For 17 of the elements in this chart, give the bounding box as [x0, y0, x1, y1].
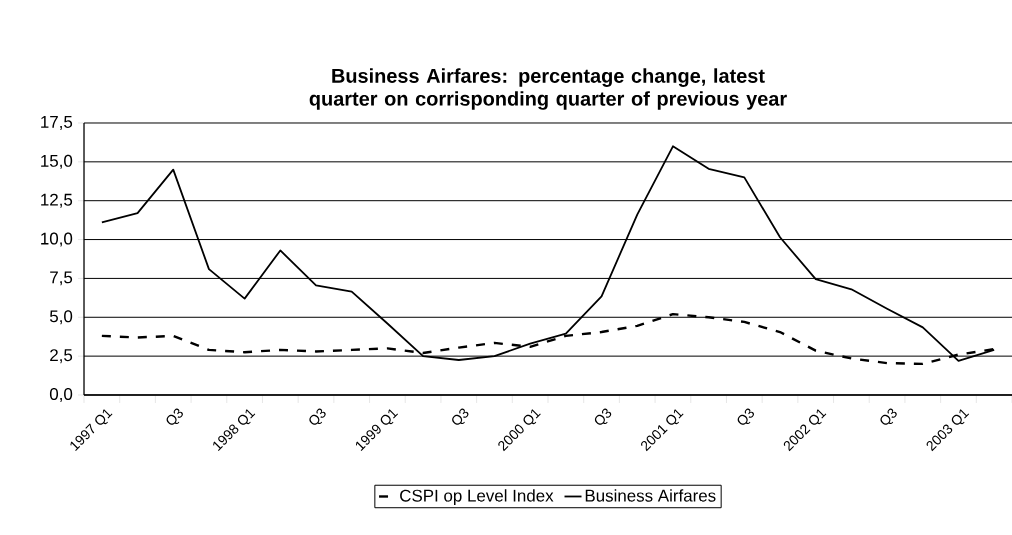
- x-tick-label: Q3: [880, 408, 897, 425]
- y-tick-label: 10,0: [41, 232, 73, 247]
- y-tick-label: 5,0: [49, 310, 73, 325]
- x-tick-label: Q3: [452, 408, 469, 425]
- x-tick-label: Q3: [737, 408, 754, 425]
- legend-label: CSPI op Level Index: [400, 489, 554, 506]
- chart-title: Business Airfares: percentage change, latest quarter on corrisponding quarter of previous year: [309, 68, 787, 110]
- legend-label: Business Airfares: [585, 489, 716, 502]
- y-tick-label: 0,0: [49, 387, 73, 402]
- y-tick-label: 17,5: [41, 116, 73, 130]
- y-tick-label: 2,5: [50, 349, 73, 364]
- x-tick-label: Q3: [594, 408, 612, 425]
- y-tick-label: 15,0: [41, 154, 73, 169]
- x-tick-label: Q3: [166, 408, 183, 425]
- y-tick-label: 12,5: [41, 193, 73, 208]
- x-tick-label: Q3: [309, 408, 326, 425]
- y-tick-label: 7,5: [50, 271, 73, 286]
